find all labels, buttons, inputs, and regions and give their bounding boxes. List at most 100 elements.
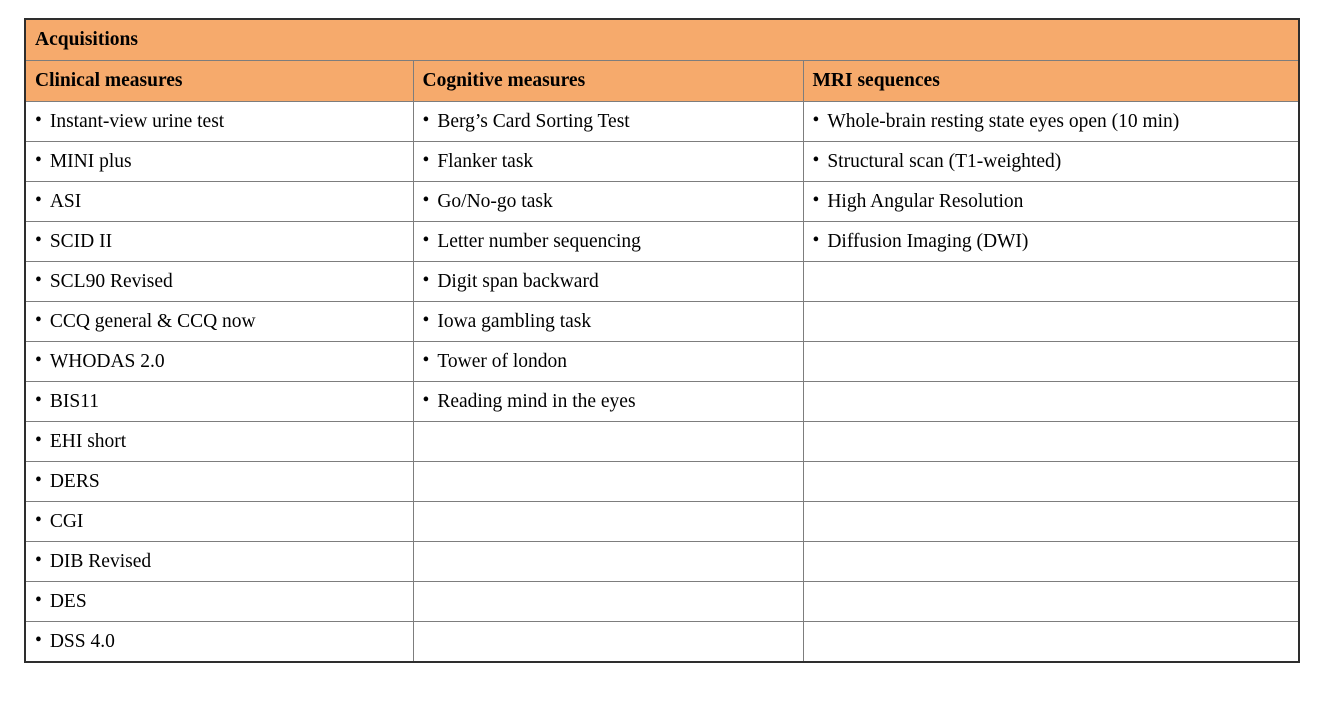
table-row: • SCL90 Revised • Digit span backward: [24, 261, 1300, 302]
cell-text: DIB Revised: [49, 550, 152, 572]
table-row: • BIS11 • Reading mind in the eyes: [24, 381, 1300, 422]
table-cell: • ASI: [24, 181, 414, 222]
table-cell: • CGI: [24, 501, 414, 542]
bullet-icon: •: [35, 149, 42, 171]
table-cell: • Reading mind in the eyes: [412, 381, 804, 422]
table-cell: • Berg’s Card Sorting Test: [412, 101, 804, 142]
bullet-icon: •: [35, 629, 42, 651]
cell-text: Letter number sequencing: [437, 230, 641, 252]
bullet-icon: •: [812, 109, 820, 131]
table-title-row: Acquisitions: [24, 18, 1300, 61]
cell-text: BIS11: [49, 390, 99, 412]
table-cell: • CCQ general & CCQ now: [24, 301, 414, 342]
cell-text: High Angular Resolution: [827, 190, 1024, 212]
table-row: • MINI plus • Flanker task • Structural scan …: [24, 141, 1300, 182]
bullet-icon: •: [422, 149, 430, 171]
table-cell: [412, 501, 804, 542]
table-cell: • BIS11: [24, 381, 414, 422]
cell-text: CGI: [49, 510, 84, 532]
table-cell: • Iowa gambling task: [412, 301, 804, 342]
table-row: • DES: [24, 581, 1300, 622]
cell-text: EHI short: [49, 430, 127, 452]
cell-text: Reading mind in the eyes: [437, 390, 636, 412]
table-body: • Instant-view urine test • Berg’s Card Sor…: [24, 101, 1300, 663]
bullet-icon: •: [35, 109, 42, 131]
cell-text: WHODAS 2.0: [49, 350, 165, 372]
table-cell: • High Angular Resolution: [802, 181, 1300, 222]
bullet-icon: •: [35, 349, 42, 371]
cell-text: Structural scan (T1-weighted): [827, 150, 1062, 172]
table-cell: • Whole-brain resting state eyes open (10…: [802, 101, 1300, 142]
table-row: • DERS: [24, 461, 1300, 502]
cell-text: Iowa gambling task: [437, 310, 592, 332]
table-cell: • MINI plus: [24, 141, 414, 182]
table-cell: [802, 301, 1300, 342]
bullet-icon: •: [422, 189, 430, 211]
table-cell: [802, 261, 1300, 302]
cell-text: DERS: [49, 470, 100, 492]
column-header-clinical-measures: Clinical measures: [24, 60, 414, 102]
cell-text: ASI: [49, 190, 82, 212]
column-header-row: Clinical measures Cognitive measures MRI…: [24, 60, 1300, 102]
cell-text: Whole-brain resting state eyes open (10 …: [827, 110, 1180, 132]
table-row: • Instant-view urine test • Berg’s Card Sor…: [24, 101, 1300, 142]
table-row: • DSS 4.0: [24, 621, 1300, 663]
table-title: Acquisitions: [24, 18, 1300, 61]
cell-text: Diffusion Imaging (DWI): [827, 230, 1029, 252]
table-cell: [412, 581, 804, 622]
bullet-icon: •: [812, 149, 820, 171]
cell-text: Go/No-go task: [437, 190, 553, 212]
bullet-icon: •: [422, 309, 430, 331]
column-header-mri-sequences: MRI sequences: [802, 60, 1300, 102]
table-row: • ASI • Go/No-go task • High Angular Resoluti…: [24, 181, 1300, 222]
table-cell: • Letter number sequencing: [412, 221, 804, 262]
acquisitions-table: Acquisitions Clinical measures Cognitive…: [24, 18, 1300, 663]
table-cell: [412, 541, 804, 582]
table-cell: [802, 621, 1300, 663]
bullet-icon: •: [422, 389, 430, 411]
bullet-icon: •: [812, 189, 820, 211]
table-cell: • SCL90 Revised: [24, 261, 414, 302]
table-cell: • Structural scan (T1-weighted): [802, 141, 1300, 182]
cell-text: Tower of london: [437, 350, 568, 372]
table-cell: • DIB Revised: [24, 541, 414, 582]
table-cell: • Digit span backward: [412, 261, 804, 302]
bullet-icon: •: [35, 229, 42, 251]
table-cell: [412, 461, 804, 502]
table-row: • DIB Revised: [24, 541, 1300, 582]
table-row: • SCID II • Letter number sequencing • Diffus…: [24, 221, 1300, 262]
table-cell: [802, 461, 1300, 502]
bullet-icon: •: [35, 589, 42, 611]
bullet-icon: •: [35, 549, 42, 571]
table-cell: • SCID II: [24, 221, 414, 262]
cell-text: DSS 4.0: [49, 630, 115, 652]
table-cell: • Diffusion Imaging (DWI): [802, 221, 1300, 262]
cell-text: Digit span backward: [437, 270, 599, 292]
table-cell: [412, 621, 804, 663]
cell-text: Instant-view urine test: [49, 110, 225, 132]
table-cell: • Go/No-go task: [412, 181, 804, 222]
bullet-icon: •: [35, 189, 42, 211]
table-cell: [802, 421, 1300, 462]
table-row: • WHODAS 2.0 • Tower of london: [24, 341, 1300, 382]
table-cell: • Instant-view urine test: [24, 101, 414, 142]
cell-text: SCID II: [49, 230, 113, 252]
table-row: • EHI short: [24, 421, 1300, 462]
cell-text: Flanker task: [437, 150, 534, 172]
bullet-icon: •: [422, 229, 430, 251]
bullet-icon: •: [422, 269, 430, 291]
table-cell: • Flanker task: [412, 141, 804, 182]
table-row: • CCQ general & CCQ now • Iowa gambling tas…: [24, 301, 1300, 342]
bullet-icon: •: [35, 389, 42, 411]
bullet-icon: •: [422, 349, 430, 371]
table-cell: [802, 541, 1300, 582]
cell-text: SCL90 Revised: [49, 270, 173, 292]
table-row: • CGI: [24, 501, 1300, 542]
cell-text: DES: [49, 590, 87, 612]
table-cell: [802, 341, 1300, 382]
table-cell: • Tower of london: [412, 341, 804, 382]
table-cell: • DES: [24, 581, 414, 622]
bullet-icon: •: [35, 509, 42, 531]
bullet-icon: •: [812, 229, 820, 251]
table-cell: [802, 381, 1300, 422]
